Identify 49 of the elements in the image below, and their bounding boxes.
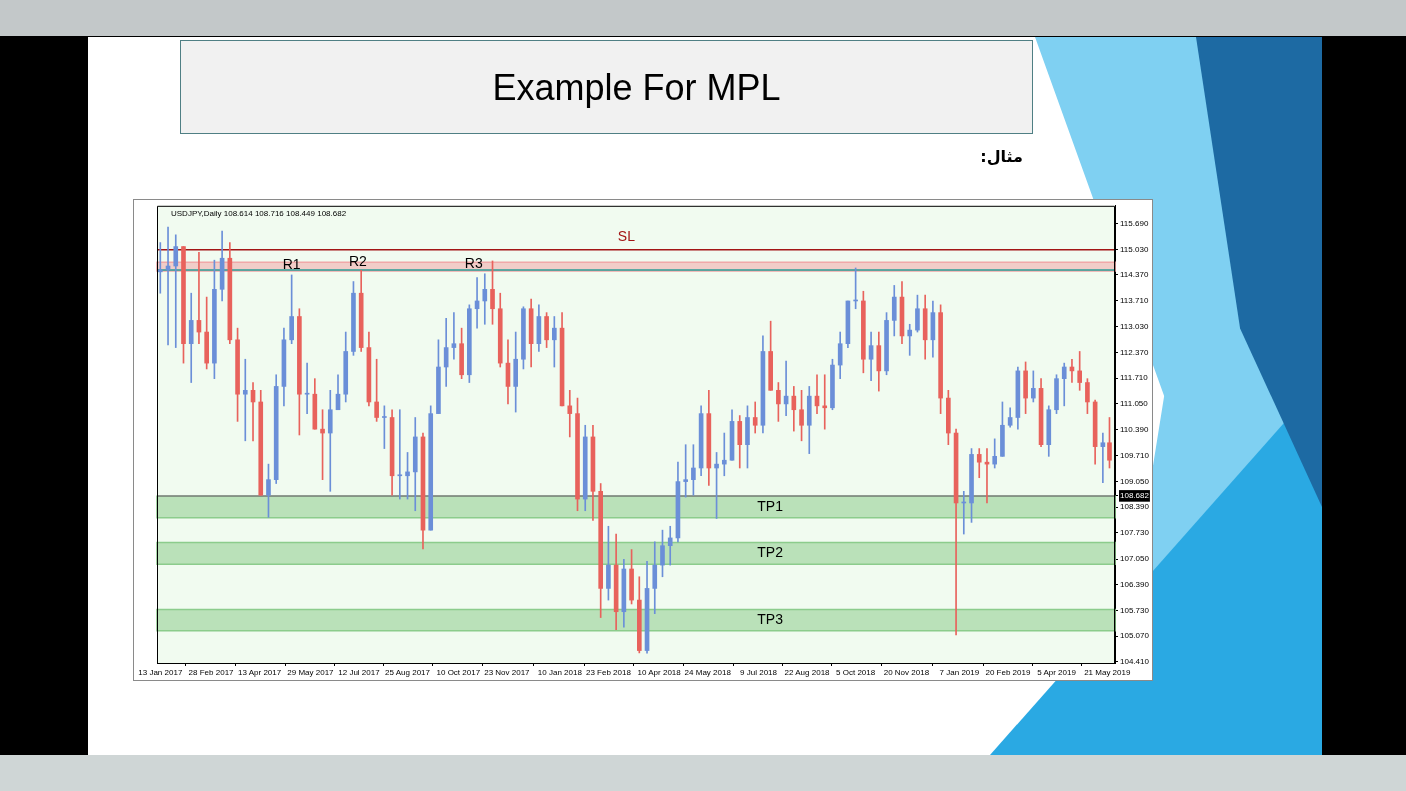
y-tick-label: 112.370 <box>1120 347 1149 357</box>
y-tick-label: 108.390 <box>1120 502 1150 512</box>
y-tick-label: 111.050 <box>1120 399 1149 409</box>
y-tick-label: 114.370 <box>1120 270 1149 280</box>
x-tick-label: 23 Nov 2017 <box>484 668 531 677</box>
x-tick-label: 24 May 2018 <box>684 668 732 677</box>
x-tick-label: 13 Apr 2017 <box>238 668 282 677</box>
x-tick-label: 20 Feb 2019 <box>985 668 1031 677</box>
x-tick-label: 21 May 2019 <box>1084 668 1131 677</box>
x-tick-label: 29 May 2017 <box>287 668 335 677</box>
x-tick-label: 5 Oct 2018 <box>836 668 876 677</box>
y-tick-label: 110.390 <box>1120 424 1149 434</box>
band-label: TP1 <box>757 497 784 514</box>
x-tick-label: 10 Oct 2017 <box>436 668 481 677</box>
x-tick-label: 10 Apr 2018 <box>637 668 682 677</box>
x-tick-label: 25 Aug 2017 <box>385 668 431 677</box>
chart-title: Example For MPL <box>491 67 782 108</box>
x-tick-label: 12 Jul 2017 <box>338 668 381 677</box>
annotation: R1 <box>282 255 301 272</box>
y-tick-label: 113.710 <box>1120 295 1149 305</box>
y-tick-label: 108.682 <box>1120 491 1150 501</box>
y-tick-label: 111.710 <box>1120 373 1149 383</box>
x-tick-label: 13 Jan 2017 <box>138 668 183 677</box>
x-tick-label: 9 Jul 2018 <box>740 668 778 677</box>
band-label: TP2 <box>757 544 784 561</box>
y-tick-label: 109.710 <box>1120 451 1150 461</box>
y-tick-label: 107.050 <box>1120 554 1150 564</box>
y-tick-label: 113.030 <box>1120 322 1149 332</box>
x-tick-label: 10 Jan 2018 <box>537 668 583 677</box>
x-tick-label: 28 Feb 2017 <box>188 668 235 677</box>
x-tick-label: 5 Apr 2019 <box>1037 668 1077 677</box>
y-tick-label: 115.030 <box>1120 244 1149 254</box>
y-tick-label: 106.390 <box>1120 580 1150 590</box>
x-tick-label: 22 Aug 2018 <box>784 668 831 677</box>
x-tick-label: 7 Jan 2019 <box>939 668 980 677</box>
x-tick-label: 20 Nov 2018 <box>883 668 930 677</box>
ref-line-label: SL <box>617 227 636 244</box>
y-tick-label: 105.730 <box>1120 605 1150 615</box>
y-tick-label: 109.050 <box>1120 476 1150 486</box>
y-tick-label: 105.070 <box>1120 631 1150 641</box>
band-label: TP3 <box>757 610 784 627</box>
y-tick-label: 104.410 <box>1120 657 1150 667</box>
y-tick-label: 115.690 <box>1120 218 1149 228</box>
annotation: R3 <box>464 254 483 271</box>
annotation: R2 <box>348 253 368 270</box>
y-tick-label: 107.730 <box>1120 528 1150 538</box>
annotation: USDJPY,Daily 108.614 108.716 108.449 108.682 <box>171 209 347 218</box>
chart-subtitle: مثال: <box>980 146 1023 168</box>
x-tick-label: 23 Feb 2018 <box>585 668 632 677</box>
